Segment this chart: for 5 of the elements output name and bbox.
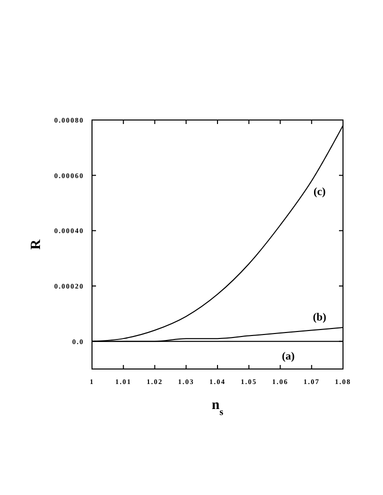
y-axis-title: R — [29, 238, 44, 250]
annotation: (b) — [312, 311, 327, 324]
annotation: (c) — [314, 186, 326, 198]
annotation: (a) — [282, 350, 295, 362]
x-axis-title: n$_{s}$ — [212, 398, 224, 418]
